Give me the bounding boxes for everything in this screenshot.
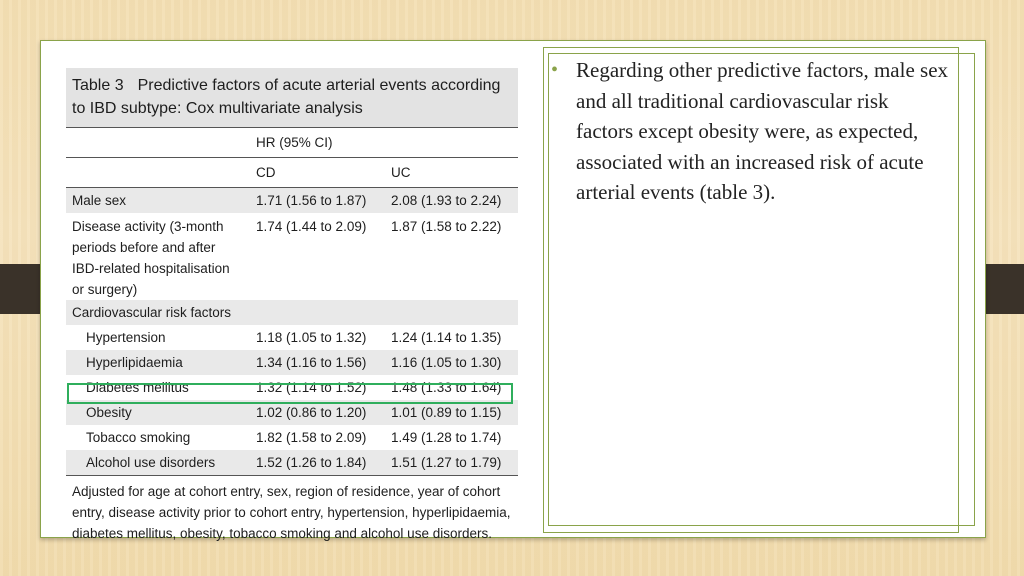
row-cd: 1.02 (0.86 to 1.20) <box>250 400 385 425</box>
row-cd: 1.74 (1.44 to 2.09) <box>256 219 367 234</box>
row-uc: 2.08 (1.93 to 2.24) <box>385 187 518 213</box>
table-label: Table 3 <box>72 77 124 94</box>
table-row-obesity: Obesity 1.02 (0.86 to 1.20) 1.01 (0.89 t… <box>66 400 518 425</box>
results-table: Table 3 Predictive factors of acute arter… <box>66 68 518 549</box>
row-uc: 1.24 (1.14 to 1.35) <box>391 330 502 345</box>
row-uc: 1.51 (1.27 to 1.79) <box>385 450 518 476</box>
row-label: Obesity <box>66 400 250 425</box>
row-uc: 1.87 (1.58 to 2.22) <box>391 219 502 234</box>
row-label: Hyperlipidaemia <box>66 350 250 375</box>
col-uc-header: UC <box>385 157 518 188</box>
table-subheader-row: CD UC <box>66 157 518 188</box>
table-row: Disease activity (3-month periods before… <box>66 213 518 300</box>
row-cd: 1.52 (1.26 to 1.84) <box>250 450 385 476</box>
table-title-text: Predictive factors of acute arterial eve… <box>72 77 501 117</box>
row-label: Alcohol use disorders <box>66 450 250 476</box>
col-cd-header: CD <box>250 157 385 188</box>
text-panel-frame <box>548 53 975 526</box>
table-row: Alcohol use disorders 1.52 (1.26 to 1.84… <box>66 450 518 476</box>
table-row: Hypertension 1.18 (1.05 to 1.32) 1.24 (1… <box>66 325 518 350</box>
hr-header: HR (95% CI) <box>250 128 518 158</box>
table-row: Male sex 1.71 (1.56 to 1.87) 2.08 (1.93 … <box>66 187 518 213</box>
bullet-point: • Regarding other predictive factors, ma… <box>551 55 950 208</box>
bullet-dot-icon: • <box>551 59 559 81</box>
row-cd: 1.18 (1.05 to 1.32) <box>256 330 367 345</box>
bullet-text: Regarding other predictive factors, male… <box>576 58 949 204</box>
table-row: Tobacco smoking 1.82 (1.58 to 2.09) 1.49… <box>66 425 518 450</box>
row-label: Hypertension <box>86 330 166 345</box>
row-label: Male sex <box>66 187 250 213</box>
table-footnote: Adjusted for age at cohort entry, sex, r… <box>72 484 511 541</box>
row-label: Tobacco smoking <box>86 430 191 445</box>
table-title: Table 3 Predictive factors of acute arter… <box>66 68 518 128</box>
row-uc: 1.01 (0.89 to 1.15) <box>385 400 518 425</box>
text-panel <box>543 47 959 533</box>
row-label: Disease activity (3-month periods before… <box>72 219 230 297</box>
table-row: Hyperlipidaemia 1.34 (1.16 to 1.56) 1.16… <box>66 350 518 375</box>
row-cd: 1.71 (1.56 to 1.87) <box>250 187 385 213</box>
row-uc: 1.16 (1.05 to 1.30) <box>385 350 518 375</box>
row-cd: 1.34 (1.16 to 1.56) <box>250 350 385 375</box>
row-uc: 1.49 (1.28 to 1.74) <box>391 430 502 445</box>
section-label: Cardiovascular risk factors <box>66 300 518 325</box>
row-cd: 1.82 (1.58 to 2.09) <box>256 430 367 445</box>
obesity-highlight-box <box>67 383 513 404</box>
table-section-row: Cardiovascular risk factors <box>66 300 518 325</box>
table-header-row: HR (95% CI) <box>66 128 518 158</box>
